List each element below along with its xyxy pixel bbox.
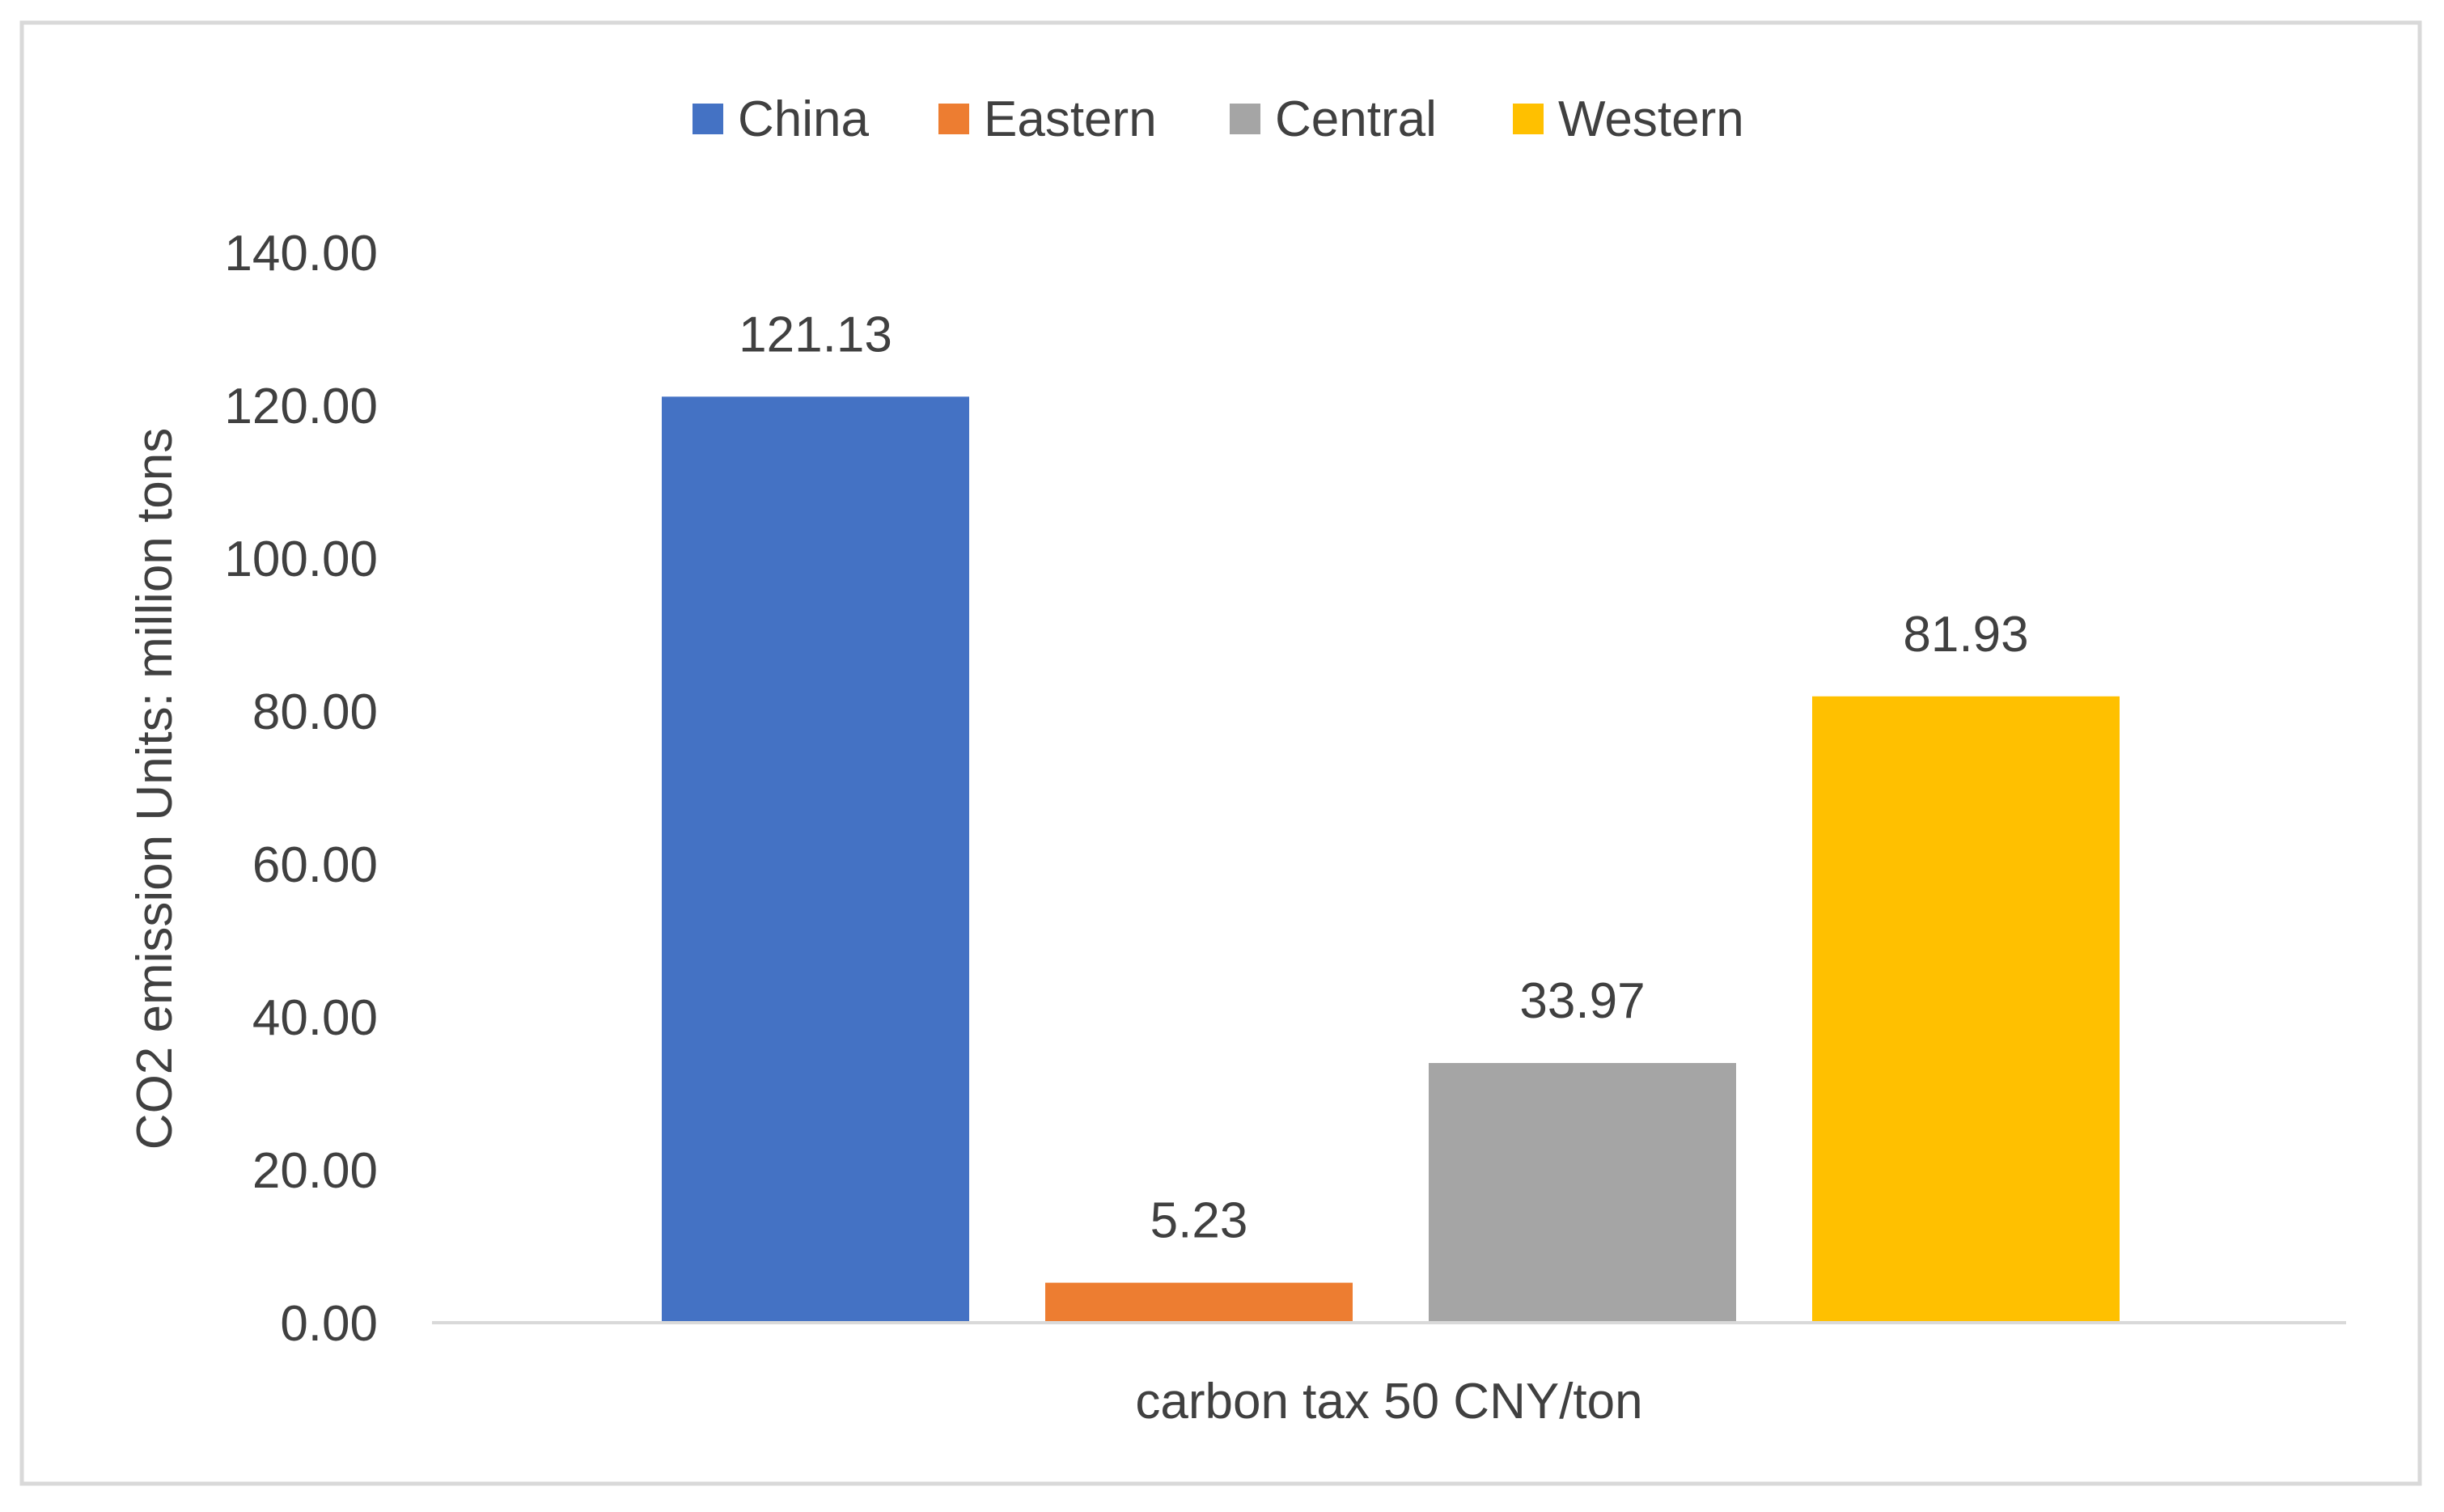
y-axis-label: CO2 emission Units: million tons bbox=[127, 428, 183, 1150]
bar-central bbox=[1429, 1062, 1736, 1323]
legend-swatch-china bbox=[693, 104, 723, 134]
bar-china bbox=[662, 396, 969, 1323]
bar-eastern bbox=[1045, 1282, 1353, 1323]
y-tick-label: 20.00 bbox=[252, 1143, 378, 1199]
legend-label-china: China bbox=[738, 91, 870, 147]
y-tick-label: 140.00 bbox=[224, 226, 378, 282]
data-label-china: 121.13 bbox=[739, 307, 892, 362]
y-tick-label: 0.00 bbox=[280, 1296, 378, 1352]
y-tick-label: 80.00 bbox=[252, 684, 378, 740]
legend: China Eastern Central Western bbox=[693, 91, 1744, 147]
data-label-eastern: 5.23 bbox=[1150, 1193, 1248, 1249]
legend-label-eastern: Eastern bbox=[984, 91, 1157, 147]
data-label-western: 81.93 bbox=[1903, 607, 2028, 663]
y-tick-label: 100.00 bbox=[224, 532, 378, 587]
y-tick-label: 60.00 bbox=[252, 837, 378, 893]
legend-swatch-western bbox=[1513, 104, 1544, 134]
y-axis-ticks: 0.00 20.00 40.00 60.00 80.00 100.00 120.00 140.… bbox=[224, 226, 378, 1352]
data-labels: 121.13 5.23 33.97 81.93 bbox=[739, 307, 2028, 1248]
y-tick-label: 120.00 bbox=[224, 379, 378, 434]
legend-label-central: Central bbox=[1275, 91, 1437, 147]
bar-western bbox=[1812, 696, 2120, 1323]
legend-label-western: Western bbox=[1558, 91, 1744, 147]
x-category-label: carbon tax 50 CNY/ton bbox=[1135, 1374, 1642, 1429]
bars bbox=[662, 396, 2120, 1323]
data-label-central: 33.97 bbox=[1519, 973, 1645, 1029]
legend-swatch-central bbox=[1230, 104, 1260, 134]
legend-swatch-eastern bbox=[938, 104, 969, 134]
y-tick-label: 40.00 bbox=[252, 990, 378, 1046]
